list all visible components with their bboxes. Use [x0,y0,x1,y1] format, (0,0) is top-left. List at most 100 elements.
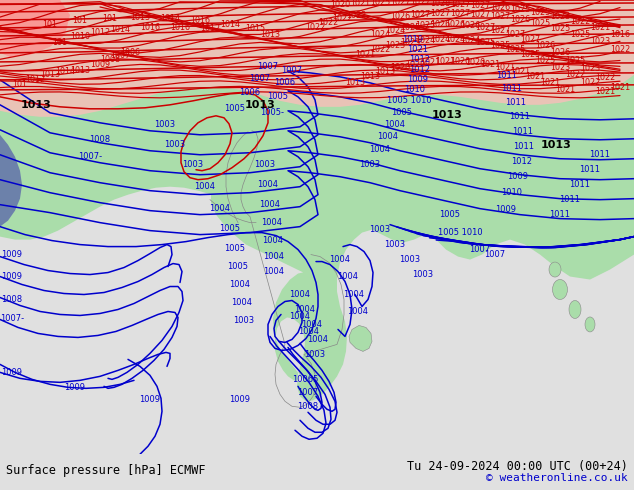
Text: 1012: 1012 [410,55,430,64]
Text: 1004: 1004 [195,182,216,191]
Text: 1003: 1003 [183,160,204,169]
Text: 1021: 1021 [408,46,429,54]
Text: 1004: 1004 [290,290,311,299]
Text: 1023: 1023 [550,12,570,22]
Text: 1025: 1025 [520,50,540,59]
Text: 1007: 1007 [257,62,278,72]
Text: 1009: 1009 [1,272,22,281]
Text: 1024: 1024 [385,26,405,35]
Text: 1004: 1004 [230,280,250,289]
Text: 1014: 1014 [160,15,180,24]
Text: 1004: 1004 [377,132,399,141]
Text: 1022: 1022 [595,74,615,82]
Text: 1004: 1004 [264,267,285,276]
Text: 1011: 1011 [505,98,526,107]
Text: 101: 101 [53,38,67,48]
Text: 1004: 1004 [290,312,311,321]
Text: 1013: 1013 [130,13,150,23]
Text: 1004: 1004 [231,298,252,307]
Text: 1024: 1024 [430,35,450,45]
Text: 1009: 1009 [507,172,529,181]
Text: 1013: 1013 [70,66,90,75]
Text: 1020: 1020 [330,0,350,9]
Text: 1020: 1020 [465,58,485,68]
Text: 1027: 1027 [430,9,450,19]
Text: 1024: 1024 [415,36,435,46]
Text: 1013: 1013 [360,73,380,81]
Text: 1026: 1026 [430,21,450,29]
Text: 1026: 1026 [490,3,510,12]
Text: Tu 24-09-2024 00:00 UTC (00+24): Tu 24-09-2024 00:00 UTC (00+24) [407,460,628,472]
Text: 1011: 1011 [569,180,590,189]
Text: 1009: 1009 [90,60,110,70]
Text: 1008: 1008 [1,295,23,304]
Text: 1013: 1013 [432,110,462,120]
Text: 1026: 1026 [550,49,570,57]
Text: 1025: 1025 [550,24,570,33]
Text: 1016: 1016 [190,17,210,25]
Text: 1027: 1027 [450,0,470,9]
Text: 1008: 1008 [89,135,110,144]
Text: 1003: 1003 [254,160,276,169]
Text: 1014: 1014 [110,25,130,34]
Text: 1022: 1022 [346,11,366,21]
Text: 1003: 1003 [359,160,380,169]
Text: 1004: 1004 [209,204,231,213]
Ellipse shape [569,300,581,318]
Text: 1023: 1023 [550,63,570,73]
Text: 1011: 1011 [501,84,522,94]
Polygon shape [0,0,634,117]
Text: 1004: 1004 [261,218,283,227]
Text: 1012: 1012 [410,65,430,74]
Text: 1027: 1027 [490,12,510,22]
Text: 1022: 1022 [580,78,600,87]
Text: 1004: 1004 [299,327,320,336]
Text: 1022: 1022 [305,24,325,32]
Text: 1003: 1003 [370,225,391,234]
Text: 1027: 1027 [470,10,490,20]
Text: 1004: 1004 [257,180,278,189]
Text: 1009: 1009 [496,205,517,214]
Text: 1021: 1021 [525,73,545,81]
Text: 1016: 1016 [140,24,160,32]
Text: 1028: 1028 [430,0,450,8]
Ellipse shape [552,279,567,299]
Text: 1004: 1004 [307,335,328,344]
Text: 1006: 1006 [120,49,140,57]
Text: 1009: 1009 [65,383,86,392]
Text: 1027: 1027 [410,0,430,7]
Text: 1004: 1004 [262,236,283,245]
Text: 1025: 1025 [400,24,420,32]
Text: 1004: 1004 [330,255,351,264]
Text: 101: 101 [103,15,117,24]
Text: 1007-: 1007- [0,314,24,323]
Text: 1016: 1016 [610,30,630,39]
Text: Surface pressure [hPa] ECMWF: Surface pressure [hPa] ECMWF [6,464,206,477]
Text: 1025: 1025 [535,56,555,65]
Text: 1011: 1011 [510,112,531,122]
Text: 1011: 1011 [579,165,600,174]
Text: 1026: 1026 [535,42,555,50]
Text: 1009: 1009 [408,75,429,84]
Polygon shape [0,135,22,226]
Text: 1026: 1026 [445,21,465,29]
Text: 1011: 1011 [514,142,534,151]
Text: 1008: 1008 [297,402,318,411]
Text: 1012: 1012 [512,157,533,166]
Text: 1021: 1021 [540,78,560,87]
Text: 1021: 1021 [510,68,530,76]
Text: 1010: 1010 [501,188,522,197]
Text: 1003: 1003 [399,255,420,264]
Text: 1022: 1022 [570,18,590,26]
Text: 1021: 1021 [610,83,630,92]
Text: 1023: 1023 [385,42,405,50]
Text: 1025: 1025 [565,56,585,65]
Text: 1013: 1013 [345,78,365,87]
Text: 1009: 1009 [139,395,160,404]
Text: 1007: 1007 [281,66,302,75]
Text: 1015: 1015 [245,24,265,33]
Text: 1012: 1012 [90,28,110,37]
Text: 1003: 1003 [304,350,326,359]
Ellipse shape [549,262,561,277]
Text: 1014: 1014 [55,68,75,76]
